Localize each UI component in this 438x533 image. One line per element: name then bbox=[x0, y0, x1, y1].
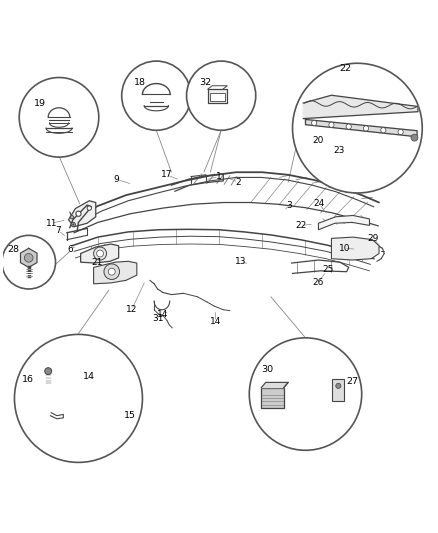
Text: 16: 16 bbox=[22, 375, 34, 384]
Text: 24: 24 bbox=[314, 199, 325, 208]
Polygon shape bbox=[305, 119, 417, 137]
Polygon shape bbox=[81, 244, 119, 263]
Circle shape bbox=[311, 120, 317, 126]
Polygon shape bbox=[304, 95, 418, 119]
Circle shape bbox=[122, 61, 191, 130]
Text: 14: 14 bbox=[210, 317, 221, 326]
Bar bbox=[210, 93, 225, 101]
Circle shape bbox=[94, 247, 106, 260]
Text: 32: 32 bbox=[199, 78, 211, 87]
Circle shape bbox=[104, 264, 120, 279]
Text: 9: 9 bbox=[113, 175, 119, 184]
Polygon shape bbox=[318, 215, 370, 230]
Text: 19: 19 bbox=[34, 99, 46, 108]
Text: 22: 22 bbox=[339, 64, 351, 73]
Text: 30: 30 bbox=[261, 365, 273, 374]
Polygon shape bbox=[68, 201, 96, 227]
Circle shape bbox=[411, 134, 418, 141]
Text: 10: 10 bbox=[339, 244, 350, 253]
Text: 17: 17 bbox=[160, 171, 172, 179]
Text: 21: 21 bbox=[92, 257, 103, 266]
Circle shape bbox=[187, 61, 256, 130]
Circle shape bbox=[76, 211, 81, 216]
Polygon shape bbox=[94, 261, 137, 284]
Text: 20: 20 bbox=[313, 136, 324, 145]
Text: 1: 1 bbox=[216, 172, 222, 181]
Text: 18: 18 bbox=[134, 78, 146, 87]
Text: 25: 25 bbox=[322, 265, 334, 274]
Text: 22: 22 bbox=[296, 221, 307, 230]
Circle shape bbox=[108, 268, 115, 275]
Circle shape bbox=[398, 130, 403, 135]
Circle shape bbox=[336, 383, 341, 389]
Text: 2: 2 bbox=[236, 177, 241, 187]
Circle shape bbox=[19, 77, 99, 157]
Circle shape bbox=[364, 126, 369, 131]
Text: 14: 14 bbox=[157, 310, 169, 319]
Text: 11: 11 bbox=[46, 219, 57, 228]
Text: 29: 29 bbox=[367, 235, 379, 244]
Circle shape bbox=[14, 334, 142, 463]
Text: 28: 28 bbox=[7, 245, 20, 254]
Text: 31: 31 bbox=[153, 314, 164, 323]
Circle shape bbox=[2, 236, 56, 289]
Text: 3: 3 bbox=[286, 200, 292, 209]
Circle shape bbox=[346, 124, 351, 129]
Bar bbox=[261, 387, 284, 408]
Circle shape bbox=[25, 254, 33, 262]
Text: 14: 14 bbox=[83, 372, 95, 381]
Text: 13: 13 bbox=[235, 257, 246, 266]
Text: 26: 26 bbox=[313, 278, 324, 287]
Circle shape bbox=[249, 338, 362, 450]
Polygon shape bbox=[332, 237, 379, 260]
Text: 7: 7 bbox=[55, 226, 61, 235]
Circle shape bbox=[329, 122, 334, 127]
Polygon shape bbox=[261, 382, 288, 387]
Circle shape bbox=[70, 215, 74, 219]
Circle shape bbox=[71, 222, 75, 227]
Circle shape bbox=[87, 206, 92, 211]
Circle shape bbox=[381, 127, 386, 133]
Text: 23: 23 bbox=[333, 146, 345, 155]
Circle shape bbox=[97, 250, 103, 257]
Text: 6: 6 bbox=[67, 245, 73, 254]
Text: 27: 27 bbox=[346, 377, 358, 385]
Circle shape bbox=[72, 224, 74, 225]
Text: 12: 12 bbox=[126, 305, 138, 314]
Text: 15: 15 bbox=[124, 411, 136, 420]
Circle shape bbox=[293, 63, 422, 193]
Bar bbox=[208, 89, 227, 103]
Bar bbox=[332, 379, 344, 401]
Circle shape bbox=[45, 368, 52, 375]
Polygon shape bbox=[21, 248, 37, 268]
